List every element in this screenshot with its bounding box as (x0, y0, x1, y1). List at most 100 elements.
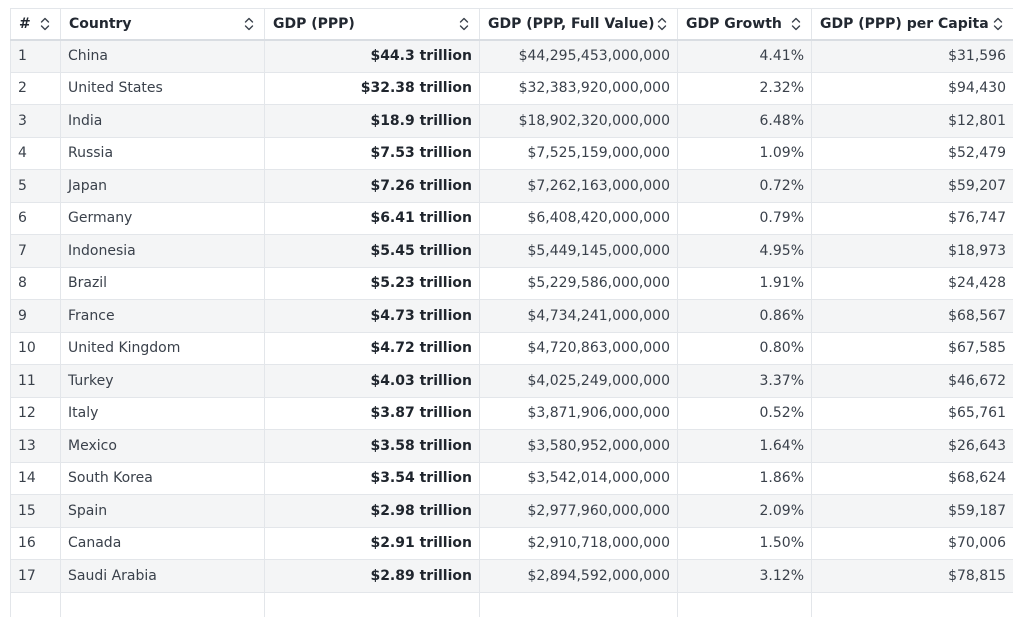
cell-per-capita: $67,585 (811, 331, 1013, 365)
header-row: # Country GDP (PPP) GDP (PPP, Full Value… (10, 8, 1013, 41)
cell-gdp-full: $4,025,249,000,000 (479, 364, 678, 398)
cell-growth: 1.91% (677, 266, 812, 300)
cell-gdp: $32.38 trillion (264, 71, 480, 105)
cell-gdp: $2.89 trillion (264, 559, 480, 593)
table-row[interactable]: 17 Saudi Arabia $2.89 trillion $2,894,592,0… (10, 559, 1013, 593)
cell-per-capita: $68,567 (811, 299, 1013, 333)
cell-per-capita: $59,187 (811, 494, 1013, 528)
cell-rank: 17 (10, 559, 61, 593)
column-header-per-capita-label: GDP (PPP) per Capita (820, 15, 989, 32)
table-row[interactable]: 8 Brazil $5.23 trillion $5,229,586,000,000 1… (10, 266, 1013, 300)
table-header: # Country GDP (PPP) GDP (PPP, Full Value… (10, 8, 1013, 41)
sort-icon[interactable] (657, 17, 667, 31)
table-row[interactable]: 2 United States $32.38 trillion $32,383,920… (10, 71, 1013, 105)
sort-icon[interactable] (791, 17, 801, 31)
cell-growth: 3.12% (677, 559, 812, 593)
cell-gdp-full: $7,525,159,000,000 (479, 136, 678, 170)
cell-gdp: $2.98 trillion (264, 494, 480, 528)
cell-growth: 1.86% (677, 461, 812, 495)
cell-rank (10, 591, 61, 617)
cell-per-capita (811, 591, 1013, 617)
cell-per-capita: $46,672 (811, 364, 1013, 398)
cell-gdp: $7.26 trillion (264, 169, 480, 203)
sort-icon[interactable] (459, 17, 469, 31)
cell-gdp-full: $32,383,920,000,000 (479, 71, 678, 105)
cell-growth (677, 591, 812, 617)
column-header-gdp-full[interactable]: GDP (PPP, Full Value) (479, 8, 678, 41)
cell-gdp: $4.72 trillion (264, 331, 480, 365)
cell-growth: 4.41% (677, 39, 812, 73)
column-header-country-label: Country (69, 15, 132, 32)
cell-country: United States (60, 71, 265, 105)
table-row[interactable]: 6 Germany $6.41 trillion $6,408,420,000,000… (10, 201, 1013, 235)
cell-rank: 13 (10, 429, 61, 463)
table-row[interactable]: 3 India $18.9 trillion $18,902,320,000,000 6… (10, 104, 1013, 138)
table-row[interactable] (10, 591, 1013, 617)
cell-per-capita: $76,747 (811, 201, 1013, 235)
table-row[interactable]: 14 South Korea $3.54 trillion $3,542,014,00… (10, 461, 1013, 495)
cell-gdp: $3.87 trillion (264, 396, 480, 430)
column-header-gdp-full-label: GDP (PPP, Full Value) (488, 15, 655, 32)
gdp-table: # Country GDP (PPP) GDP (PPP, Full Value… (10, 8, 1013, 617)
cell-country: Indonesia (60, 234, 265, 268)
table-row[interactable]: 15 Spain $2.98 trillion $2,977,960,000,000 2… (10, 494, 1013, 528)
table-row[interactable]: 16 Canada $2.91 trillion $2,910,718,000,000… (10, 526, 1013, 560)
cell-country: Brazil (60, 266, 265, 300)
cell-rank: 7 (10, 234, 61, 268)
table-row[interactable]: 12 Italy $3.87 trillion $3,871,906,000,000 0… (10, 396, 1013, 430)
cell-rank: 9 (10, 299, 61, 333)
sort-icon[interactable] (993, 17, 1003, 31)
cell-per-capita: $70,006 (811, 526, 1013, 560)
cell-growth: 1.09% (677, 136, 812, 170)
column-header-gdp[interactable]: GDP (PPP) (264, 8, 480, 41)
column-header-growth-label: GDP Growth (686, 15, 782, 32)
cell-country: South Korea (60, 461, 265, 495)
cell-gdp-full: $3,542,014,000,000 (479, 461, 678, 495)
cell-per-capita: $26,643 (811, 429, 1013, 463)
cell-country: Canada (60, 526, 265, 560)
cell-growth: 2.32% (677, 71, 812, 105)
cell-gdp-full: $2,977,960,000,000 (479, 494, 678, 528)
cell-rank: 6 (10, 201, 61, 235)
cell-growth: 0.80% (677, 331, 812, 365)
cell-gdp-full: $5,229,586,000,000 (479, 266, 678, 300)
table-row[interactable]: 5 Japan $7.26 trillion $7,262,163,000,000 0.… (10, 169, 1013, 203)
column-header-growth[interactable]: GDP Growth (677, 8, 812, 41)
cell-gdp: $18.9 trillion (264, 104, 480, 138)
cell-gdp-full: $7,262,163,000,000 (479, 169, 678, 203)
sort-icon[interactable] (40, 17, 50, 31)
table-row[interactable]: 7 Indonesia $5.45 trillion $5,449,145,000,0… (10, 234, 1013, 268)
cell-gdp: $5.45 trillion (264, 234, 480, 268)
column-header-country[interactable]: Country (60, 8, 265, 41)
cell-gdp-full: $3,871,906,000,000 (479, 396, 678, 430)
cell-country: Germany (60, 201, 265, 235)
cell-growth: 1.50% (677, 526, 812, 560)
cell-country: Mexico (60, 429, 265, 463)
cell-gdp: $3.54 trillion (264, 461, 480, 495)
table-row[interactable]: 9 France $4.73 trillion $4,734,241,000,000 0… (10, 299, 1013, 333)
cell-country (60, 591, 265, 617)
table-row[interactable]: 11 Turkey $4.03 trillion $4,025,249,000,000… (10, 364, 1013, 398)
table-row[interactable]: 10 United Kingdom $4.72 trillion $4,720,863… (10, 331, 1013, 365)
cell-gdp: $7.53 trillion (264, 136, 480, 170)
cell-rank: 11 (10, 364, 61, 398)
table-row[interactable]: 1 China $44.3 trillion $44,295,453,000,000 4… (10, 39, 1013, 73)
cell-growth: 0.86% (677, 299, 812, 333)
column-header-rank-label: # (19, 15, 31, 32)
table-row[interactable]: 13 Mexico $3.58 trillion $3,580,952,000,000… (10, 429, 1013, 463)
cell-gdp-full: $2,894,592,000,000 (479, 559, 678, 593)
cell-rank: 12 (10, 396, 61, 430)
cell-per-capita: $31,596 (811, 39, 1013, 73)
cell-gdp-full: $4,734,241,000,000 (479, 299, 678, 333)
cell-country: Japan (60, 169, 265, 203)
table-body: 1 China $44.3 trillion $44,295,453,000,000 4… (10, 39, 1013, 617)
column-header-per-capita[interactable]: GDP (PPP) per Capita (811, 8, 1013, 41)
cell-per-capita: $94,430 (811, 71, 1013, 105)
table-row[interactable]: 4 Russia $7.53 trillion $7,525,159,000,000 1… (10, 136, 1013, 170)
sort-icon[interactable] (244, 17, 254, 31)
cell-gdp: $4.03 trillion (264, 364, 480, 398)
cell-growth: 3.37% (677, 364, 812, 398)
cell-per-capita: $68,624 (811, 461, 1013, 495)
cell-gdp (264, 591, 480, 617)
column-header-rank[interactable]: # (10, 8, 61, 41)
